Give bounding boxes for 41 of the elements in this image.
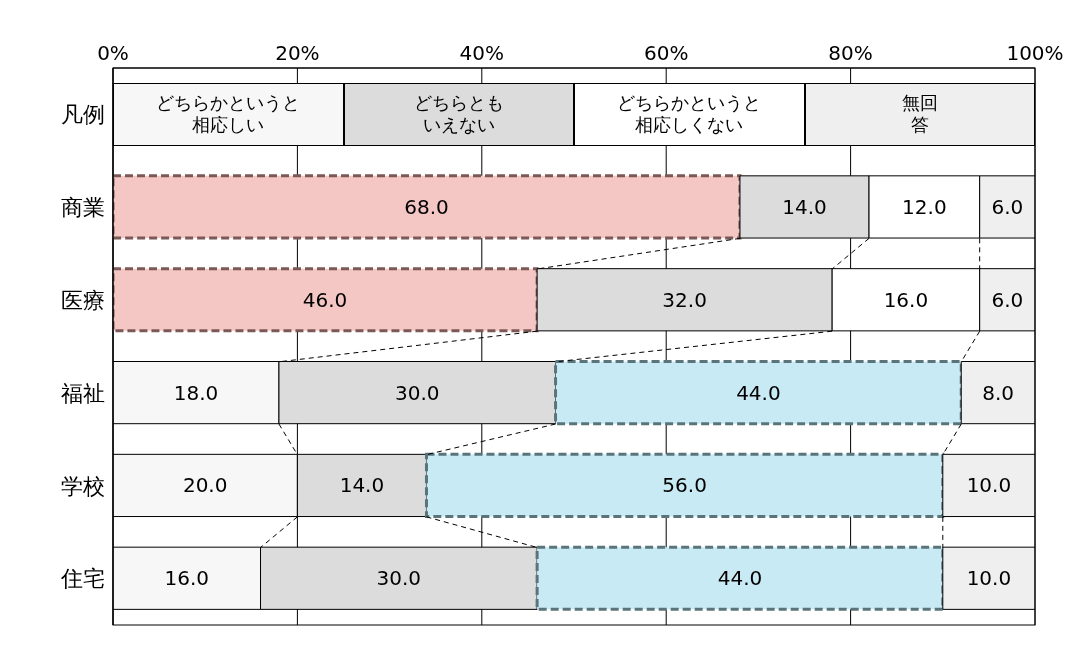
y-tick-label: 学校	[61, 473, 105, 499]
data-label: 30.0	[376, 566, 422, 591]
bar	[113, 174, 742, 240]
data-label: 8.0	[982, 380, 1015, 405]
y-tick-label: 福祉	[61, 380, 105, 406]
data-label: 12.0	[902, 194, 947, 219]
data-label: 6.0	[991, 287, 1024, 312]
y-tick-label: 医療	[61, 287, 105, 313]
data-label: 32.0	[662, 287, 707, 312]
x-tick-label: 40%	[459, 41, 505, 65]
data-label: 10.0	[966, 473, 1012, 498]
text: どちらともいえない	[413, 91, 504, 137]
data-label: 6.0	[991, 194, 1024, 219]
data-label: 68.0	[404, 194, 449, 219]
x-tick-label: 0%	[97, 41, 129, 65]
data-label: 30.0	[394, 380, 440, 405]
y-tick-label: 住宅	[60, 566, 105, 592]
data-label: 46.0	[302, 287, 348, 312]
data-label: 44.0	[717, 566, 763, 591]
text: どちらかというと相応しくない	[617, 91, 762, 137]
x-tick-label: 60%	[643, 41, 689, 65]
data-label: 18.0	[173, 380, 219, 405]
y-tick-label: 商業	[61, 195, 105, 221]
data-label: 16.0	[883, 287, 929, 312]
data-label: 56.0	[662, 473, 707, 498]
text: どちらかというと相応しい	[156, 91, 301, 137]
data-label: 16.0	[164, 566, 210, 591]
bar	[113, 267, 539, 333]
bar	[535, 545, 945, 611]
bar	[554, 360, 963, 426]
data-label: 10.0	[966, 566, 1012, 591]
data-label: 20.0	[182, 473, 228, 498]
data-label: 44.0	[736, 380, 781, 405]
data-label: 14.0	[339, 473, 385, 498]
data-label: 14.0	[782, 194, 827, 219]
text: 無回答	[901, 91, 938, 137]
x-tick-label: 100%	[1006, 41, 1064, 65]
x-tick-label: 20%	[275, 41, 320, 65]
x-tick-label: 80%	[828, 41, 873, 65]
legend-title: 凡例	[61, 102, 105, 128]
bar	[424, 452, 945, 519]
